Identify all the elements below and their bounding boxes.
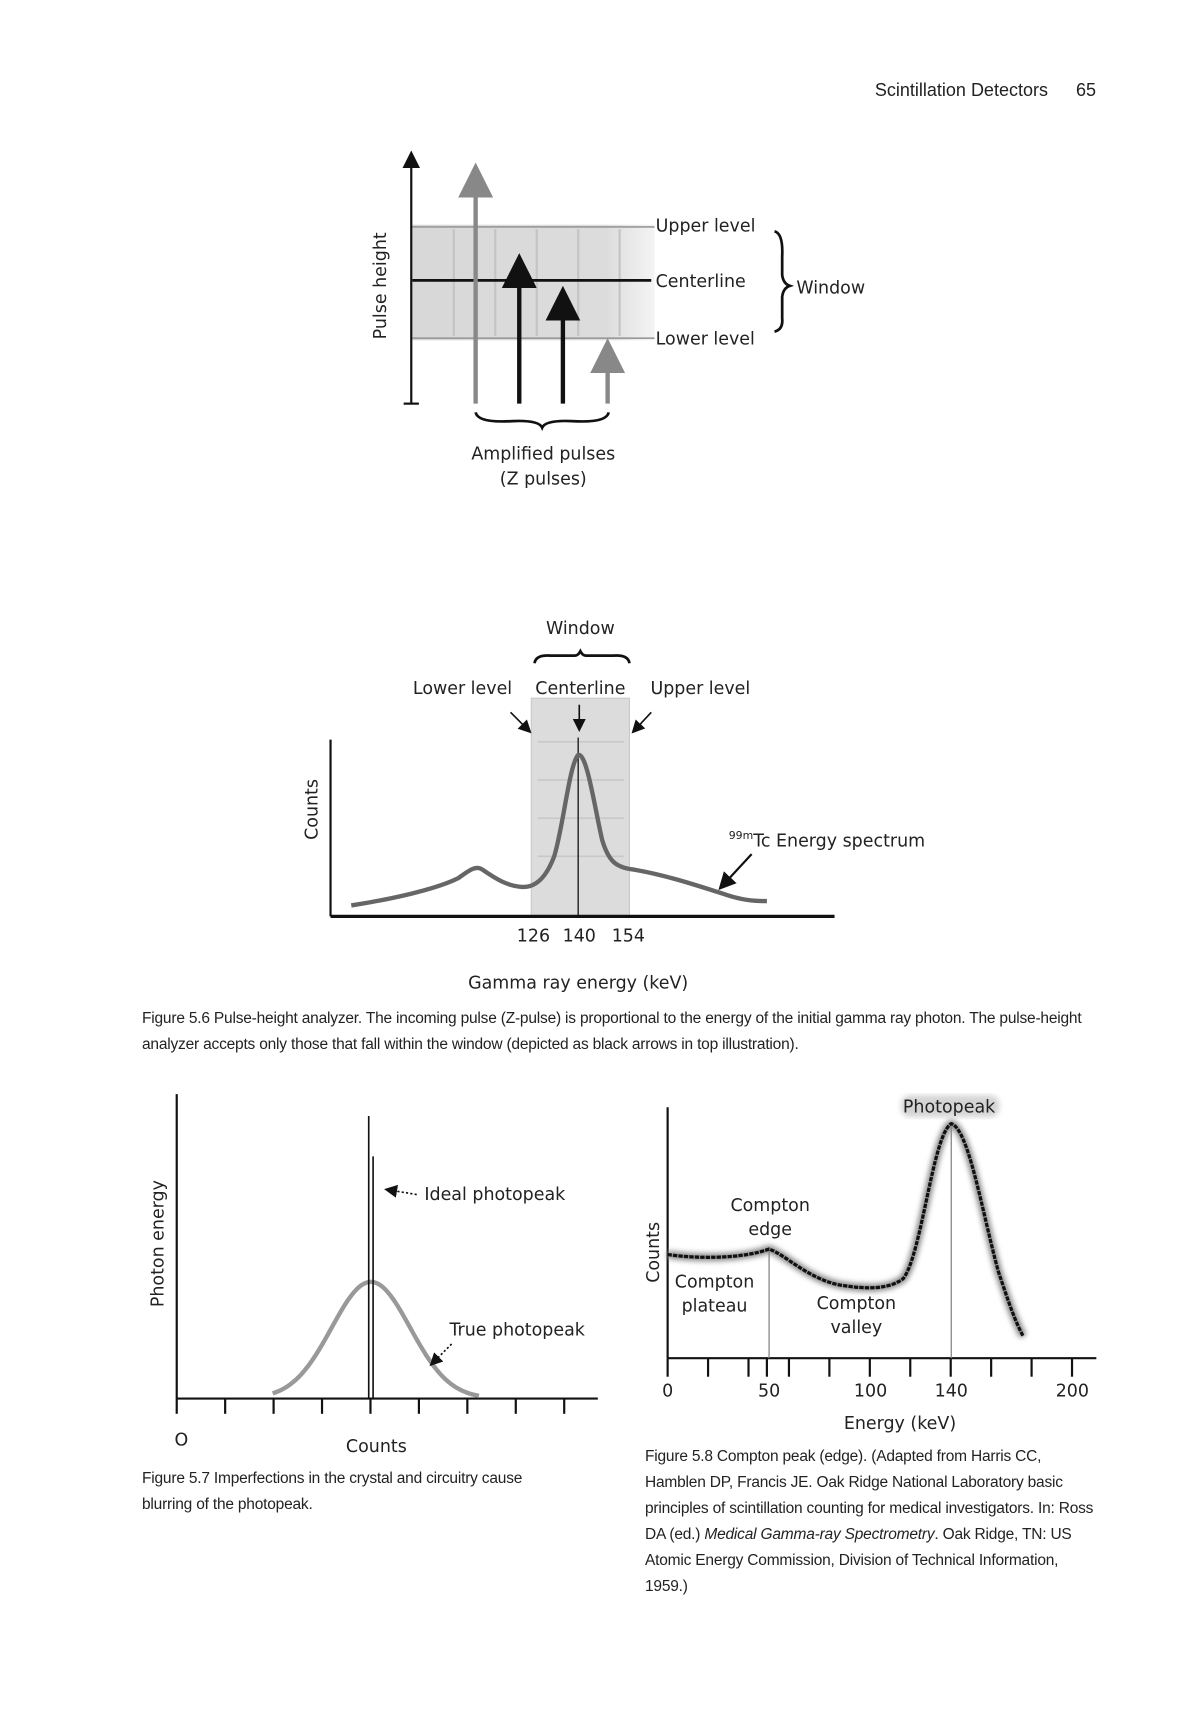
x-axis-label: Gamma ray energy (keV) (468, 973, 688, 993)
window-band (530, 697, 630, 917)
tick-100: 100 (854, 1381, 887, 1401)
compton-spectrum-diagram: Photopeak Compton edge Compton plateau C… (644, 1095, 1097, 1434)
lower-level-label: Lower level (656, 330, 755, 350)
true-photopeak-label: True photopeak (448, 1320, 585, 1340)
photopeak-label: Photopeak (903, 1098, 996, 1118)
window-brace (774, 229, 795, 333)
origin-label: O (175, 1430, 189, 1450)
photopeak-blurring-diagram: Photon energy O Counts Ideal photopeak T… (149, 1094, 598, 1457)
pulse-height-diagram: Pulse height Upper level Centerline Lowe… (371, 150, 865, 489)
tick-126: 126 (517, 926, 550, 946)
tc99m-spectrum-curve (350, 752, 767, 908)
compton-plateau-label: plateau (682, 1296, 748, 1316)
ideal-photopeak-label: Ideal photopeak (424, 1185, 566, 1205)
pulses-brace (474, 411, 611, 432)
z-pulses-label: (Z pulses) (500, 469, 587, 489)
centerline-label: Centerline (656, 272, 746, 292)
true-photopeak-curve (271, 1279, 480, 1399)
lower-level-label: Lower level (413, 679, 512, 699)
window-brace (533, 648, 631, 664)
counts-label: Counts (346, 1437, 407, 1457)
window-band (412, 224, 655, 341)
tick-140: 140 (563, 926, 596, 946)
tick-200: 200 (1056, 1381, 1089, 1401)
window-label: Window (546, 619, 615, 639)
upper-level-label: Upper level (650, 679, 750, 699)
figure-5-6-caption: Figure 5.6 Pulse-height analyzer. The in… (142, 1010, 1082, 1053)
compton-edge-label: edge (748, 1220, 792, 1240)
compton-valley-label: Compton (817, 1294, 896, 1314)
compton-spectrum-curve (667, 1121, 1025, 1338)
amplified-pulses-label: Amplified pulses (471, 444, 615, 464)
tick-0: 0 (662, 1381, 673, 1401)
tick-50: 50 (758, 1381, 780, 1401)
figure-5-8-caption: Figure 5.8 Compton peak (edge). (Adapted… (645, 1448, 1094, 1595)
energy-spectrum-diagram: Window Lower level Centerline Upper leve… (302, 619, 925, 994)
spectrum-label: 99mTc Energy spectrum (729, 829, 925, 852)
tick-154: 154 (612, 926, 645, 946)
centerline-label: Centerline (535, 679, 625, 699)
running-header: Scintillation Detectors 65 (847, 80, 1096, 101)
pulse-height-label: Pulse height (371, 232, 391, 339)
x-axis-label: Energy (keV) (844, 1414, 956, 1434)
photon-energy-label: Photon energy (149, 1180, 169, 1307)
figure-5-7-caption: Figure 5.7 Imperfections in the crystal … (142, 1470, 523, 1513)
compton-plateau-label: Compton (675, 1272, 754, 1292)
compton-edge-label: Compton (730, 1196, 809, 1216)
running-title: Scintillation Detectors (874, 80, 1048, 100)
page-number: 65 (1075, 80, 1096, 100)
tick-140: 140 (935, 1381, 968, 1401)
counts-label: Counts (644, 1222, 664, 1283)
window-label: Window (796, 278, 865, 298)
compton-valley-label: valley (830, 1318, 882, 1338)
upper-level-label: Upper level (656, 216, 756, 236)
counts-label: Counts (302, 779, 322, 840)
